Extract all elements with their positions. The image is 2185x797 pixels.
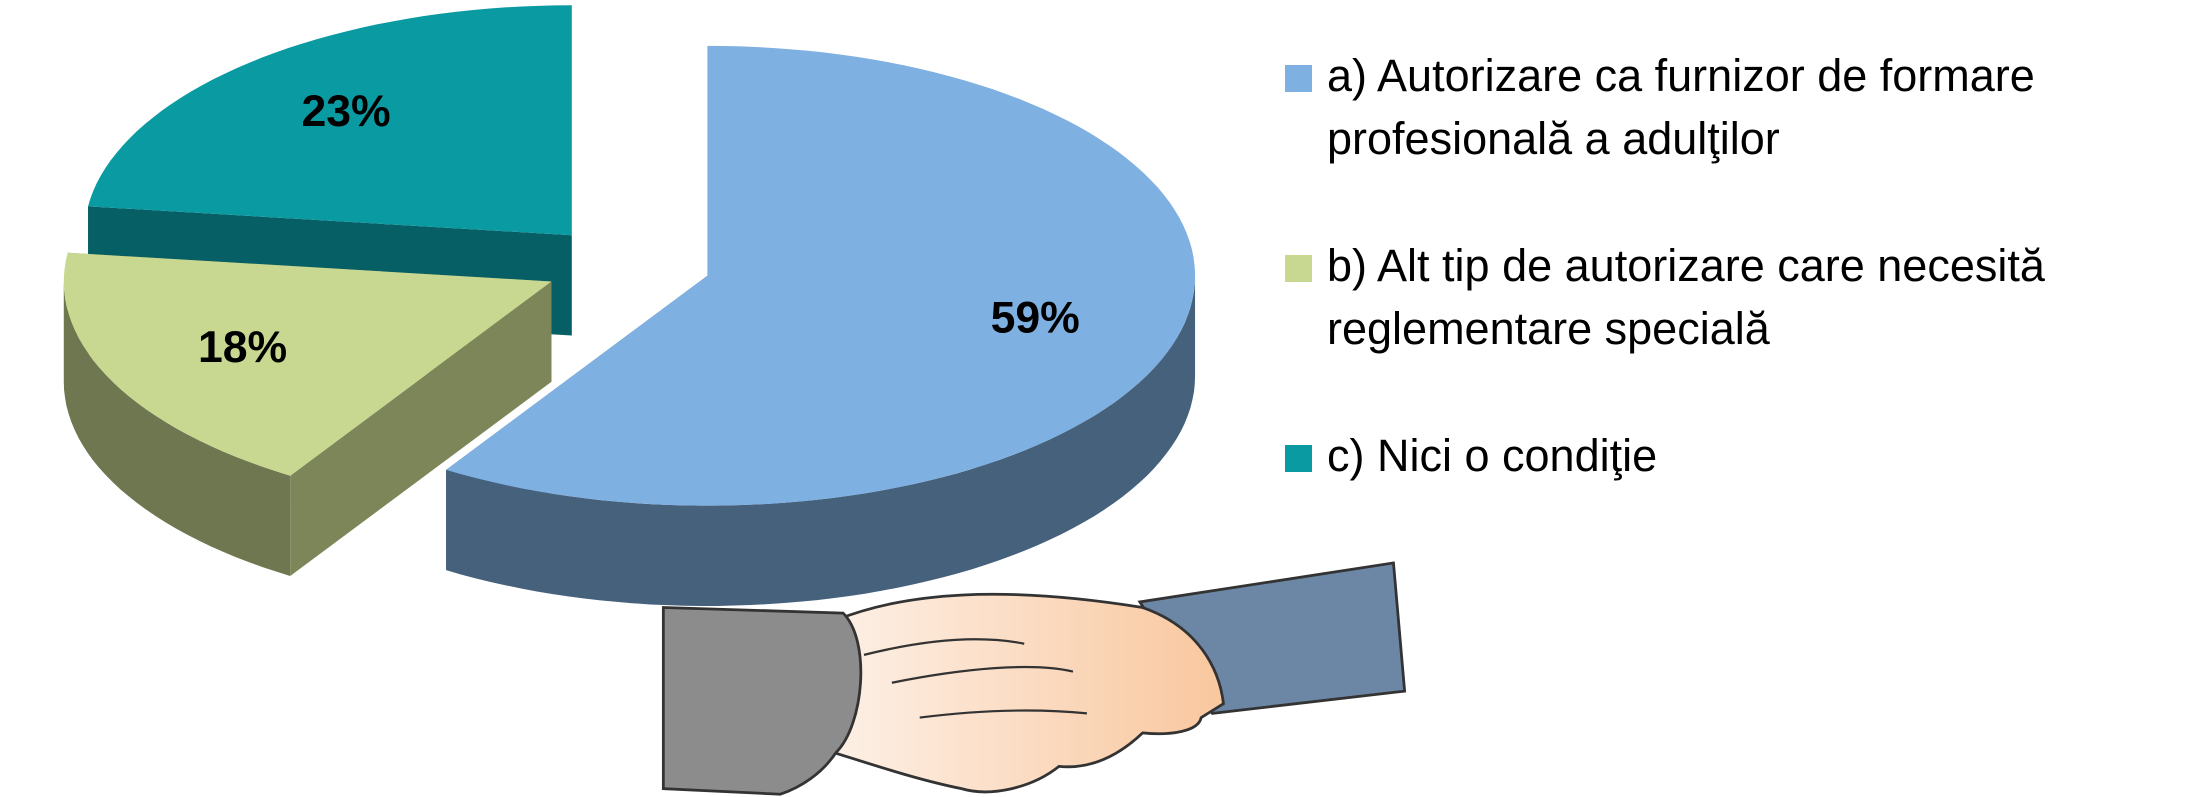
legend-label: c) Nici o condiţie	[1327, 430, 1658, 481]
pie: 23% 59% 18%	[63, 5, 1196, 606]
legend-swatch	[1285, 255, 1312, 282]
legend-item: a) Autorizare ca furnizor de formare pro…	[1285, 44, 2185, 170]
finger-lines	[863, 638, 1088, 719]
slice	[88, 5, 572, 236]
hands	[831, 592, 1225, 794]
left-sleeve	[661, 606, 863, 796]
legend-swatch	[1285, 65, 1312, 92]
data-label: 59%	[991, 293, 1080, 342]
data-label: 18%	[198, 323, 287, 372]
legend-label: b) Alt tip de autorizare care necesită r…	[1327, 240, 2045, 354]
legend-item: b) Alt tip de autorizare care necesită r…	[1285, 234, 2185, 360]
legend-item: c) Nici o condiţie	[1285, 424, 2185, 487]
legend-label: a) Autorizare ca furnizor de formare pro…	[1327, 50, 2035, 164]
handshake-illustration	[661, 561, 1407, 796]
slice	[63, 252, 552, 476]
legend: a) Autorizare ca furnizor de formare pro…	[1285, 44, 2185, 487]
slice-outer-wall	[446, 275, 1196, 606]
slice	[446, 45, 1196, 506]
data-label: 23%	[301, 87, 390, 136]
slice-outer-wall	[63, 281, 291, 577]
legend-swatch	[1285, 445, 1312, 472]
